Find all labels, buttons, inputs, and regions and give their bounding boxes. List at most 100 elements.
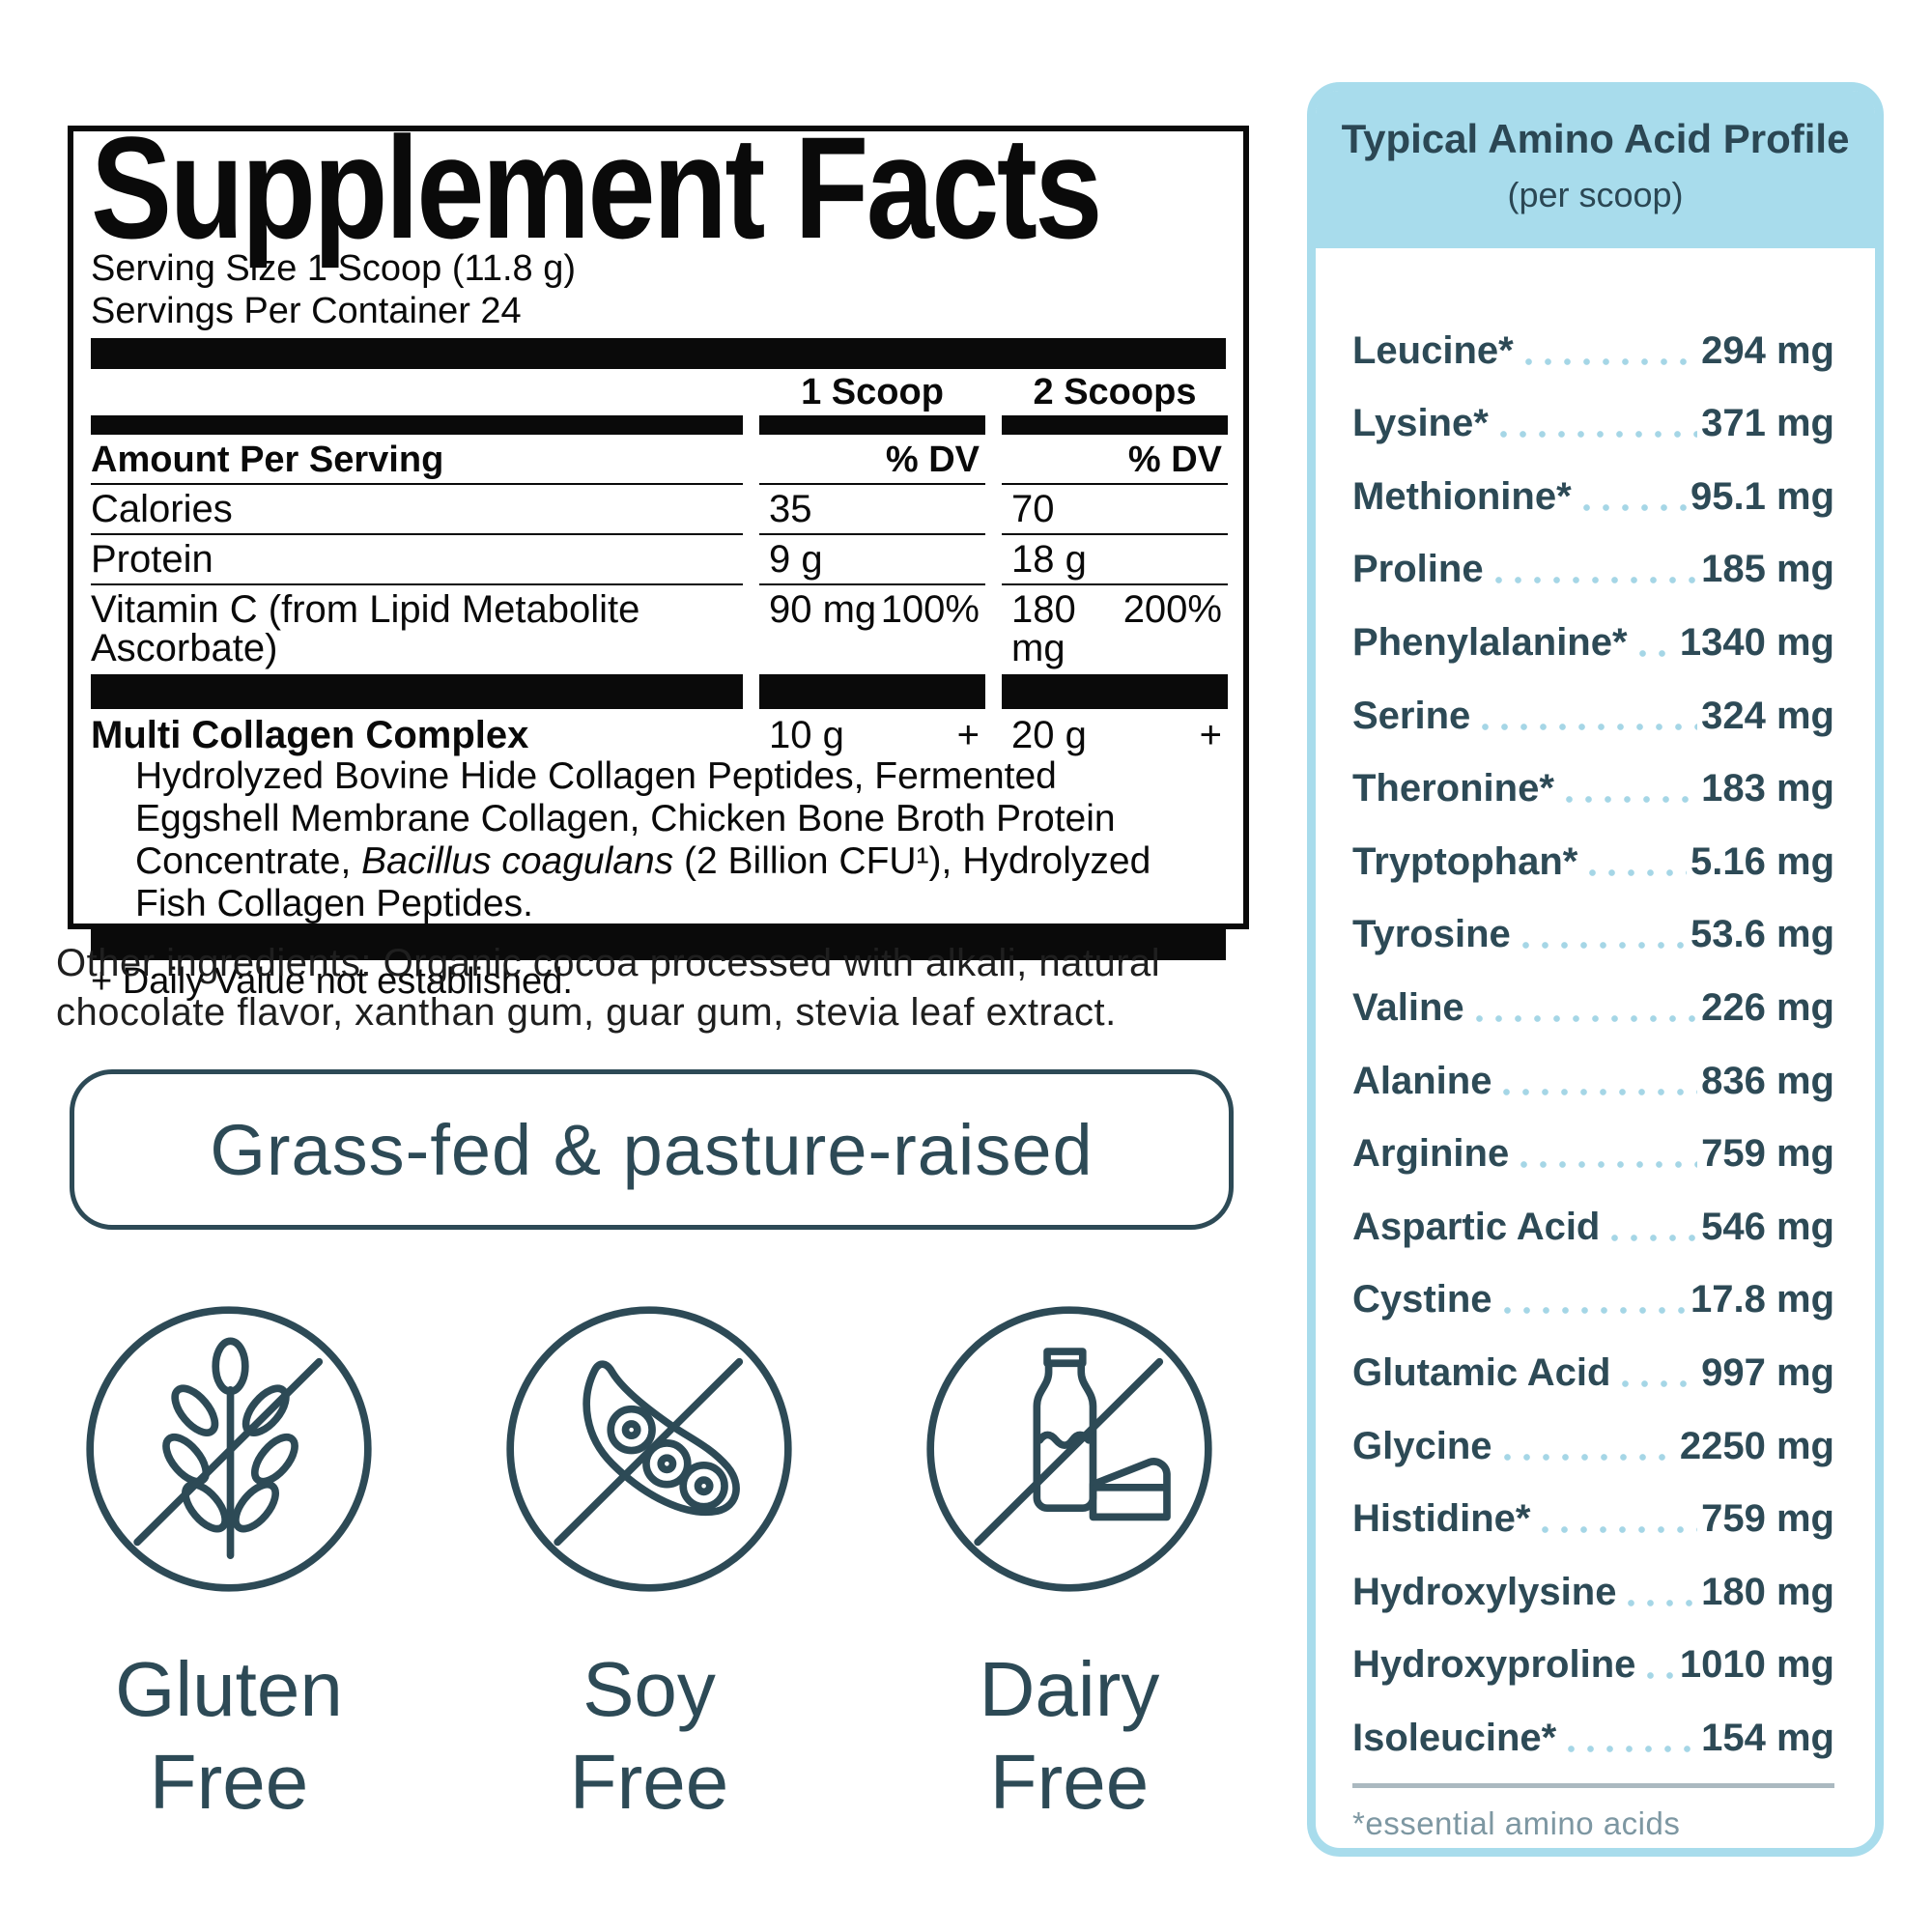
serving-info: Serving Size 1 Scoop (11.8 g) Servings P… (91, 247, 1226, 332)
amount: 35 (769, 488, 812, 530)
amino-row: Arginine 759 mg (1352, 1115, 1834, 1188)
table-row-vitamin-c: Vitamin C (from Lipid Metabolite Ascorba… (91, 585, 1226, 672)
amino-row: Isoleucine* 154 mg (1352, 1698, 1834, 1772)
amount: 9 g (769, 538, 823, 581)
dotted-leader (1482, 723, 1698, 730)
black-bar (1002, 674, 1228, 709)
amino-row: Valine 226 mg (1352, 968, 1834, 1041)
badge-label: Gluten Free (36, 1643, 422, 1829)
amino-row: Alanine 836 mg (1352, 1041, 1834, 1115)
dotted-leader (1647, 1672, 1676, 1680)
badge-label-line1: Gluten (115, 1646, 343, 1732)
amino-panel-header: Typical Amino Acid Profile (per scoop) (1316, 91, 1875, 248)
amino-value: 154 mg (1701, 1716, 1834, 1759)
amino-name: Aspartic Acid (1352, 1205, 1601, 1248)
daily-value-footnote: + Daily Value not established. (91, 961, 573, 1002)
amount: 10 g (769, 714, 844, 756)
black-bar (91, 415, 743, 435)
dotted-leader (1568, 1745, 1698, 1752)
value-cell: 70 (1002, 485, 1228, 535)
dotted-leader (1503, 1307, 1688, 1315)
amino-row: Lysine* 371 mg (1352, 384, 1834, 458)
value-cell: 35 (759, 485, 985, 535)
dotted-leader (1628, 1599, 1698, 1606)
supplement-facts-title: Supplement Facts (91, 106, 1102, 269)
amount: 20 g (1011, 714, 1087, 756)
value-cell: 9 g (759, 535, 985, 585)
col-header-2-scoops: 2 Scoops (1033, 372, 1197, 412)
amino-row: Methionine* 95.1 mg (1352, 457, 1834, 530)
amino-name: Hydroxylysine (1352, 1570, 1617, 1613)
dotted-leader (1499, 431, 1698, 439)
dotted-leader (1565, 796, 1698, 804)
amino-value: 371 mg (1701, 402, 1834, 445)
dv: + (1199, 714, 1222, 756)
value-cell: 10 g + (759, 709, 985, 755)
amino-value: 836 mg (1701, 1059, 1834, 1102)
column-bars (91, 415, 1228, 435)
amino-name: Phenylalanine* (1352, 620, 1628, 664)
amino-name: Lysine* (1352, 402, 1489, 445)
dotted-leader (1503, 1453, 1676, 1461)
black-bar (1002, 415, 1228, 435)
amino-name: Alanine (1352, 1059, 1492, 1102)
spacer (91, 373, 743, 412)
amino-name: Isoleucine* (1352, 1716, 1557, 1759)
amino-row: Histidine* 759 mg (1352, 1480, 1834, 1553)
amino-row: Phenylalanine* 1340 mg (1352, 603, 1834, 676)
amino-row: Aspartic Acid 546 mg (1352, 1187, 1834, 1261)
badge-gluten-free: Gluten Free (36, 1301, 422, 1829)
amino-name: Serine (1352, 694, 1471, 737)
black-divider-bar (91, 929, 1226, 960)
amino-value: 997 mg (1701, 1350, 1834, 1394)
amino-name: Valine (1352, 985, 1464, 1029)
dotted-leader (1638, 649, 1676, 657)
other-ingredients-text: Other ingredients: Organic cocoa process… (56, 942, 1161, 1034)
amino-value: 759 mg (1701, 1497, 1834, 1541)
dotted-leader (1622, 1379, 1698, 1387)
pct-dv-header-1: % DV (759, 437, 985, 485)
value-cell: 180 mg 200% (1002, 585, 1228, 672)
amino-name: Glycine (1352, 1424, 1492, 1467)
dotted-leader (1520, 1161, 1698, 1169)
column-bars (91, 674, 1228, 709)
amino-value: 1340 mg (1679, 620, 1834, 664)
amino-value: 1010 mg (1679, 1643, 1834, 1687)
nutrient-name: Vitamin C (from Lipid Metabolite Ascorba… (91, 588, 640, 669)
table-row-multi-collagen-complex: Multi Collagen Complex 10 g + 20 g + (91, 709, 1226, 755)
nutrient-name: Protein (91, 535, 743, 585)
amount: 18 g (1011, 538, 1087, 581)
amino-value: 183 mg (1701, 767, 1834, 810)
amino-row: Glycine 2250 mg (1352, 1406, 1834, 1480)
dotted-leader (1521, 942, 1688, 950)
amino-acid-panel: Typical Amino Acid Profile (per scoop) L… (1307, 82, 1884, 1857)
footnote-divider (1352, 1783, 1834, 1788)
description-text: Hydrolyzed Bovine Hide Collagen Peptides… (135, 755, 1116, 882)
amino-name: Cystine (1352, 1278, 1492, 1321)
amino-value: 180 mg (1701, 1570, 1834, 1613)
amino-row: Proline 185 mg (1352, 530, 1834, 604)
amino-value: 17.8 mg (1690, 1278, 1834, 1321)
dotted-leader (1475, 1014, 1698, 1022)
amino-name: Glutamic Acid (1352, 1350, 1611, 1394)
col-header-1-scoop: 1 Scoop (801, 372, 944, 412)
amount-per-serving-label: Amount Per Serving (91, 437, 743, 485)
amino-value: 759 mg (1701, 1132, 1834, 1176)
badge-dairy-free: Dairy Free (876, 1301, 1263, 1829)
grass-fed-banner: Grass-fed & pasture-raised (70, 1069, 1234, 1230)
value-cell: 90 mg 100% (759, 585, 985, 672)
black-bar (759, 415, 985, 435)
black-bar (91, 674, 743, 709)
complex-ingredients-description: Hydrolyzed Bovine Hide Collagen Peptides… (135, 755, 1183, 925)
wheat-slash-icon (81, 1301, 377, 1597)
amino-row: Hydroxylysine 180 mg (1352, 1552, 1834, 1626)
soy-slash-icon (501, 1301, 797, 1597)
dotted-leader (1503, 1088, 1698, 1095)
amino-value: 226 mg (1701, 985, 1834, 1029)
amino-name: Tyrosine (1352, 913, 1511, 956)
amino-row: Theronine* 183 mg (1352, 750, 1834, 823)
amino-row: Tryptophan* 5.16 mg (1352, 822, 1834, 895)
amino-row: Leucine* 294 mg (1352, 311, 1834, 384)
servings-per-container: Servings Per Container 24 (91, 291, 522, 331)
badge-label: Dairy Free (876, 1643, 1263, 1829)
